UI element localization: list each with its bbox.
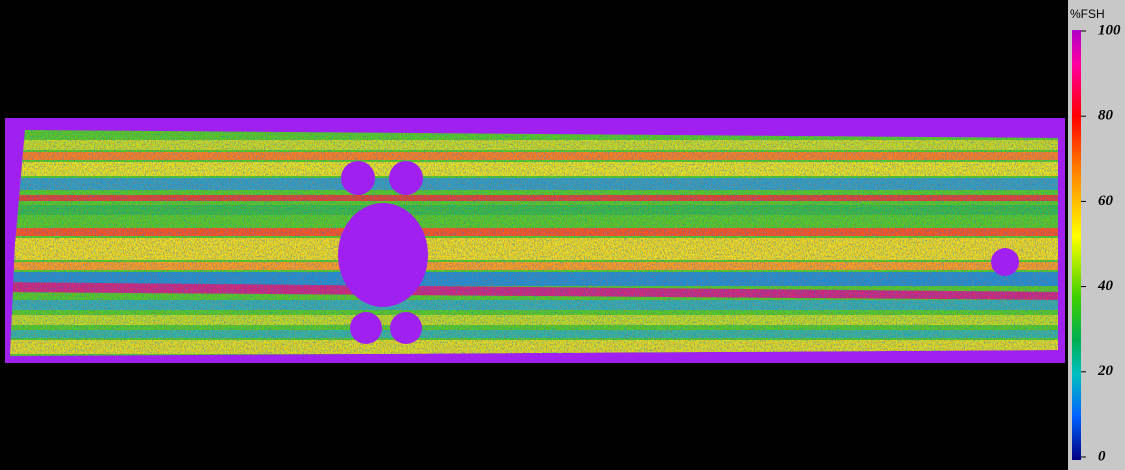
c-scan-view: %FSH 0 20 40 60 80 100: [0, 0, 1125, 470]
colorbar: [1072, 30, 1081, 460]
colorbar-title: %FSH: [1070, 7, 1105, 21]
colorbar-tick-label: 100: [1098, 22, 1121, 38]
colorbar-tick-label: 0: [1098, 448, 1106, 464]
colorbar-tick-label: 60: [1098, 193, 1114, 209]
colorbar-tick-label: 20: [1097, 363, 1114, 379]
page: %FSH 020406080100 (() => { const data = …: [0, 0, 1125, 470]
colorbar-tick-label: 40: [1097, 278, 1114, 294]
colorbar-tick-label: 80: [1098, 108, 1114, 124]
part-scan: [0, 125, 1068, 365]
